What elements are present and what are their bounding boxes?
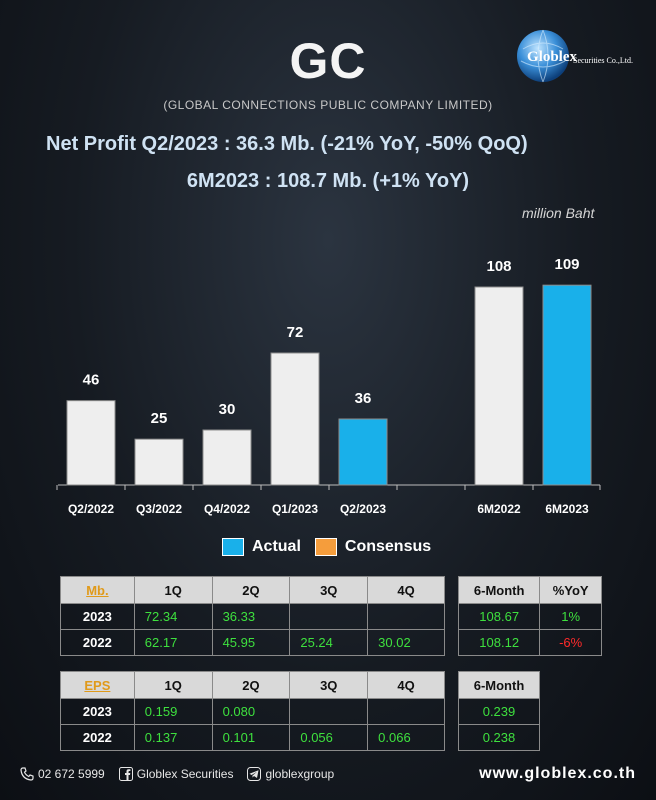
- mb-2023-4q: [367, 603, 445, 630]
- legend-swatch-consensus: [314, 538, 337, 556]
- legend-label-consensus: Consensus: [344, 538, 432, 555]
- mb6-header-yoy: %YoY: [539, 576, 602, 604]
- x-tick-label-Q2-2023: Q2/2023: [340, 502, 386, 516]
- bar-Q1-2023: [270, 352, 320, 486]
- mb-2022-4q: 30.02: [367, 629, 445, 656]
- eps6-header-6month: 6-Month: [458, 671, 540, 699]
- x-tick-label-Q1-2023: Q1/2023: [272, 502, 318, 516]
- data-label-6M2023: 109: [554, 256, 579, 273]
- headline-6m: 6M2023 : 108.7 Mb. (+1% YoY): [186, 170, 470, 192]
- footer-website-link[interactable]: www.globlex.co.th: [479, 765, 636, 782]
- mb-2022-3q: 25.24: [289, 629, 369, 656]
- eps-2023-3q: [289, 698, 369, 725]
- legend-label-actual: Actual: [252, 538, 301, 555]
- eps-2022-4q: 0.066: [367, 724, 445, 751]
- eps-year-2022: 2022: [60, 724, 135, 751]
- eps-2022-2q: 0.101: [211, 724, 291, 751]
- footer-phone-text: 02 672 5999: [38, 767, 105, 781]
- mb6-header-6month: 6-Month: [457, 576, 541, 604]
- mb-corner-header: Mb.: [60, 576, 135, 604]
- ticker-title: GC: [289, 33, 367, 89]
- eps-2023-1q: 0.159: [133, 698, 213, 725]
- bar-Q2-2023: [338, 418, 388, 486]
- eps-2022-3q: 0.056: [289, 724, 369, 751]
- footer-telegram-text: globlexgroup: [265, 767, 335, 781]
- mb-2023-2q: 36.33: [211, 603, 291, 630]
- x-tick-label-6M2022: 6M2022: [477, 502, 521, 516]
- x-tick-label-Q2-2022: Q2/2022: [68, 502, 114, 516]
- data-label-6M2022: 108: [486, 258, 511, 275]
- eps6-2023-value: 0.239: [458, 698, 540, 725]
- mb-2022-2q: 45.95: [211, 629, 291, 656]
- eps-2023-2q: 0.080: [211, 698, 291, 725]
- footer-facebook-text: Globlex Securities: [136, 767, 234, 781]
- data-label-Q4-2022: 30: [219, 401, 236, 418]
- footer: 02 672 5999 Globlex Securities globlexgr…: [20, 763, 636, 785]
- mb-2023-1q: 72.34: [133, 603, 213, 630]
- data-label-Q2-2023: 36: [355, 390, 372, 407]
- eps-quarterly-table: EPS 1Q 2Q 3Q 4Q 2023 0.159 0.080 2022 0.…: [60, 671, 445, 751]
- eps-header-2q: 2Q: [211, 671, 291, 699]
- mb-year-2023: 2023: [60, 603, 135, 630]
- eps-header-3q: 3Q: [289, 671, 369, 699]
- bar-6M2023: [542, 284, 592, 486]
- eps-2022-1q: 0.137: [133, 724, 213, 751]
- table-row: 2022 0.137 0.101 0.056 0.066: [60, 724, 445, 751]
- mb6-2023-yoy: 1%: [539, 603, 602, 630]
- bar-6M2022: [474, 286, 524, 486]
- mb6-2023-value: 108.67: [457, 603, 541, 630]
- footer-telegram[interactable]: globlexgroup: [247, 767, 334, 781]
- mb6-2022-yoy: -6%: [539, 629, 602, 656]
- mb6-2022-value: 108.12: [457, 629, 541, 656]
- mb-2023-3q: [289, 603, 369, 630]
- net-profit-chart: 46 Q2/2022 25 Q3/2022 30 Q4/2022 72 Q1/2023 36 Q2…: [56, 256, 601, 516]
- mb-header-2q: 2Q: [211, 576, 291, 604]
- eps-corner-header: EPS: [60, 671, 135, 699]
- facebook-icon: [118, 767, 133, 781]
- x-tick-label-Q4-2022: Q4/2022: [204, 502, 250, 516]
- data-label-Q3-2022: 25: [151, 410, 168, 427]
- table-row: 108.67 1%: [457, 603, 602, 630]
- logo-subtext: Securities Co.,Ltd.: [573, 56, 633, 65]
- telegram-icon: [247, 767, 262, 781]
- company-name: (GLOBAL CONNECTIONS PUBLIC COMPANY LIMIT…: [163, 98, 493, 112]
- eps-6month-table: 6-Month 0.239 0.238: [458, 671, 540, 751]
- eps-2023-4q: [367, 698, 445, 725]
- table-row: 2023 72.34 36.33: [60, 603, 445, 630]
- globlex-logo: Globlex Securities Co.,Ltd.: [517, 29, 633, 83]
- mb-6month-table: 6-Month %YoY 108.67 1% 108.12 -6%: [457, 576, 602, 656]
- mb-header-1q: 1Q: [133, 576, 213, 604]
- mb-header-4q: 4Q: [367, 576, 445, 604]
- footer-phone[interactable]: 02 672 5999: [20, 767, 105, 781]
- mb-header-3q: 3Q: [289, 576, 369, 604]
- phone-icon: [20, 767, 34, 781]
- table-row: 0.239: [458, 698, 540, 725]
- data-label-Q2-2022: 46: [83, 372, 100, 389]
- eps-header-4q: 4Q: [367, 671, 445, 699]
- eps-header-1q: 1Q: [133, 671, 213, 699]
- x-tick-label-Q3-2022: Q3/2022: [136, 502, 182, 516]
- mb-quarterly-table: Mb. 1Q 2Q 3Q 4Q 2023 72.34 36.33 2022 62…: [60, 576, 445, 656]
- unit-label: million Baht: [522, 205, 595, 221]
- bar-Q2-2022: [66, 400, 116, 486]
- table-row: 0.238: [458, 724, 540, 751]
- table-row: 2022 62.17 45.95 25.24 30.02: [60, 629, 445, 656]
- table-row: 2023 0.159 0.080: [60, 698, 445, 725]
- bar-Q3-2022: [134, 438, 184, 486]
- footer-facebook[interactable]: Globlex Securities: [118, 767, 234, 781]
- eps6-2022-value: 0.238: [458, 724, 540, 751]
- data-label-Q1-2023: 72: [287, 324, 304, 341]
- table-row: 108.12 -6%: [457, 629, 602, 656]
- logo-text: Globlex: [527, 49, 578, 65]
- chart-legend: Actual Consensus: [222, 538, 431, 556]
- mb-year-2022: 2022: [60, 629, 135, 656]
- bar-Q4-2022: [202, 429, 252, 486]
- eps-year-2023: 2023: [60, 698, 135, 725]
- legend-swatch-actual: [222, 538, 244, 556]
- x-tick-label-6M2023: 6M2023: [545, 502, 589, 516]
- headline-quarter: Net Profit Q2/2023 : 36.3 Mb. (-21% YoY,…: [46, 133, 528, 155]
- mb-2022-1q: 62.17: [133, 629, 213, 656]
